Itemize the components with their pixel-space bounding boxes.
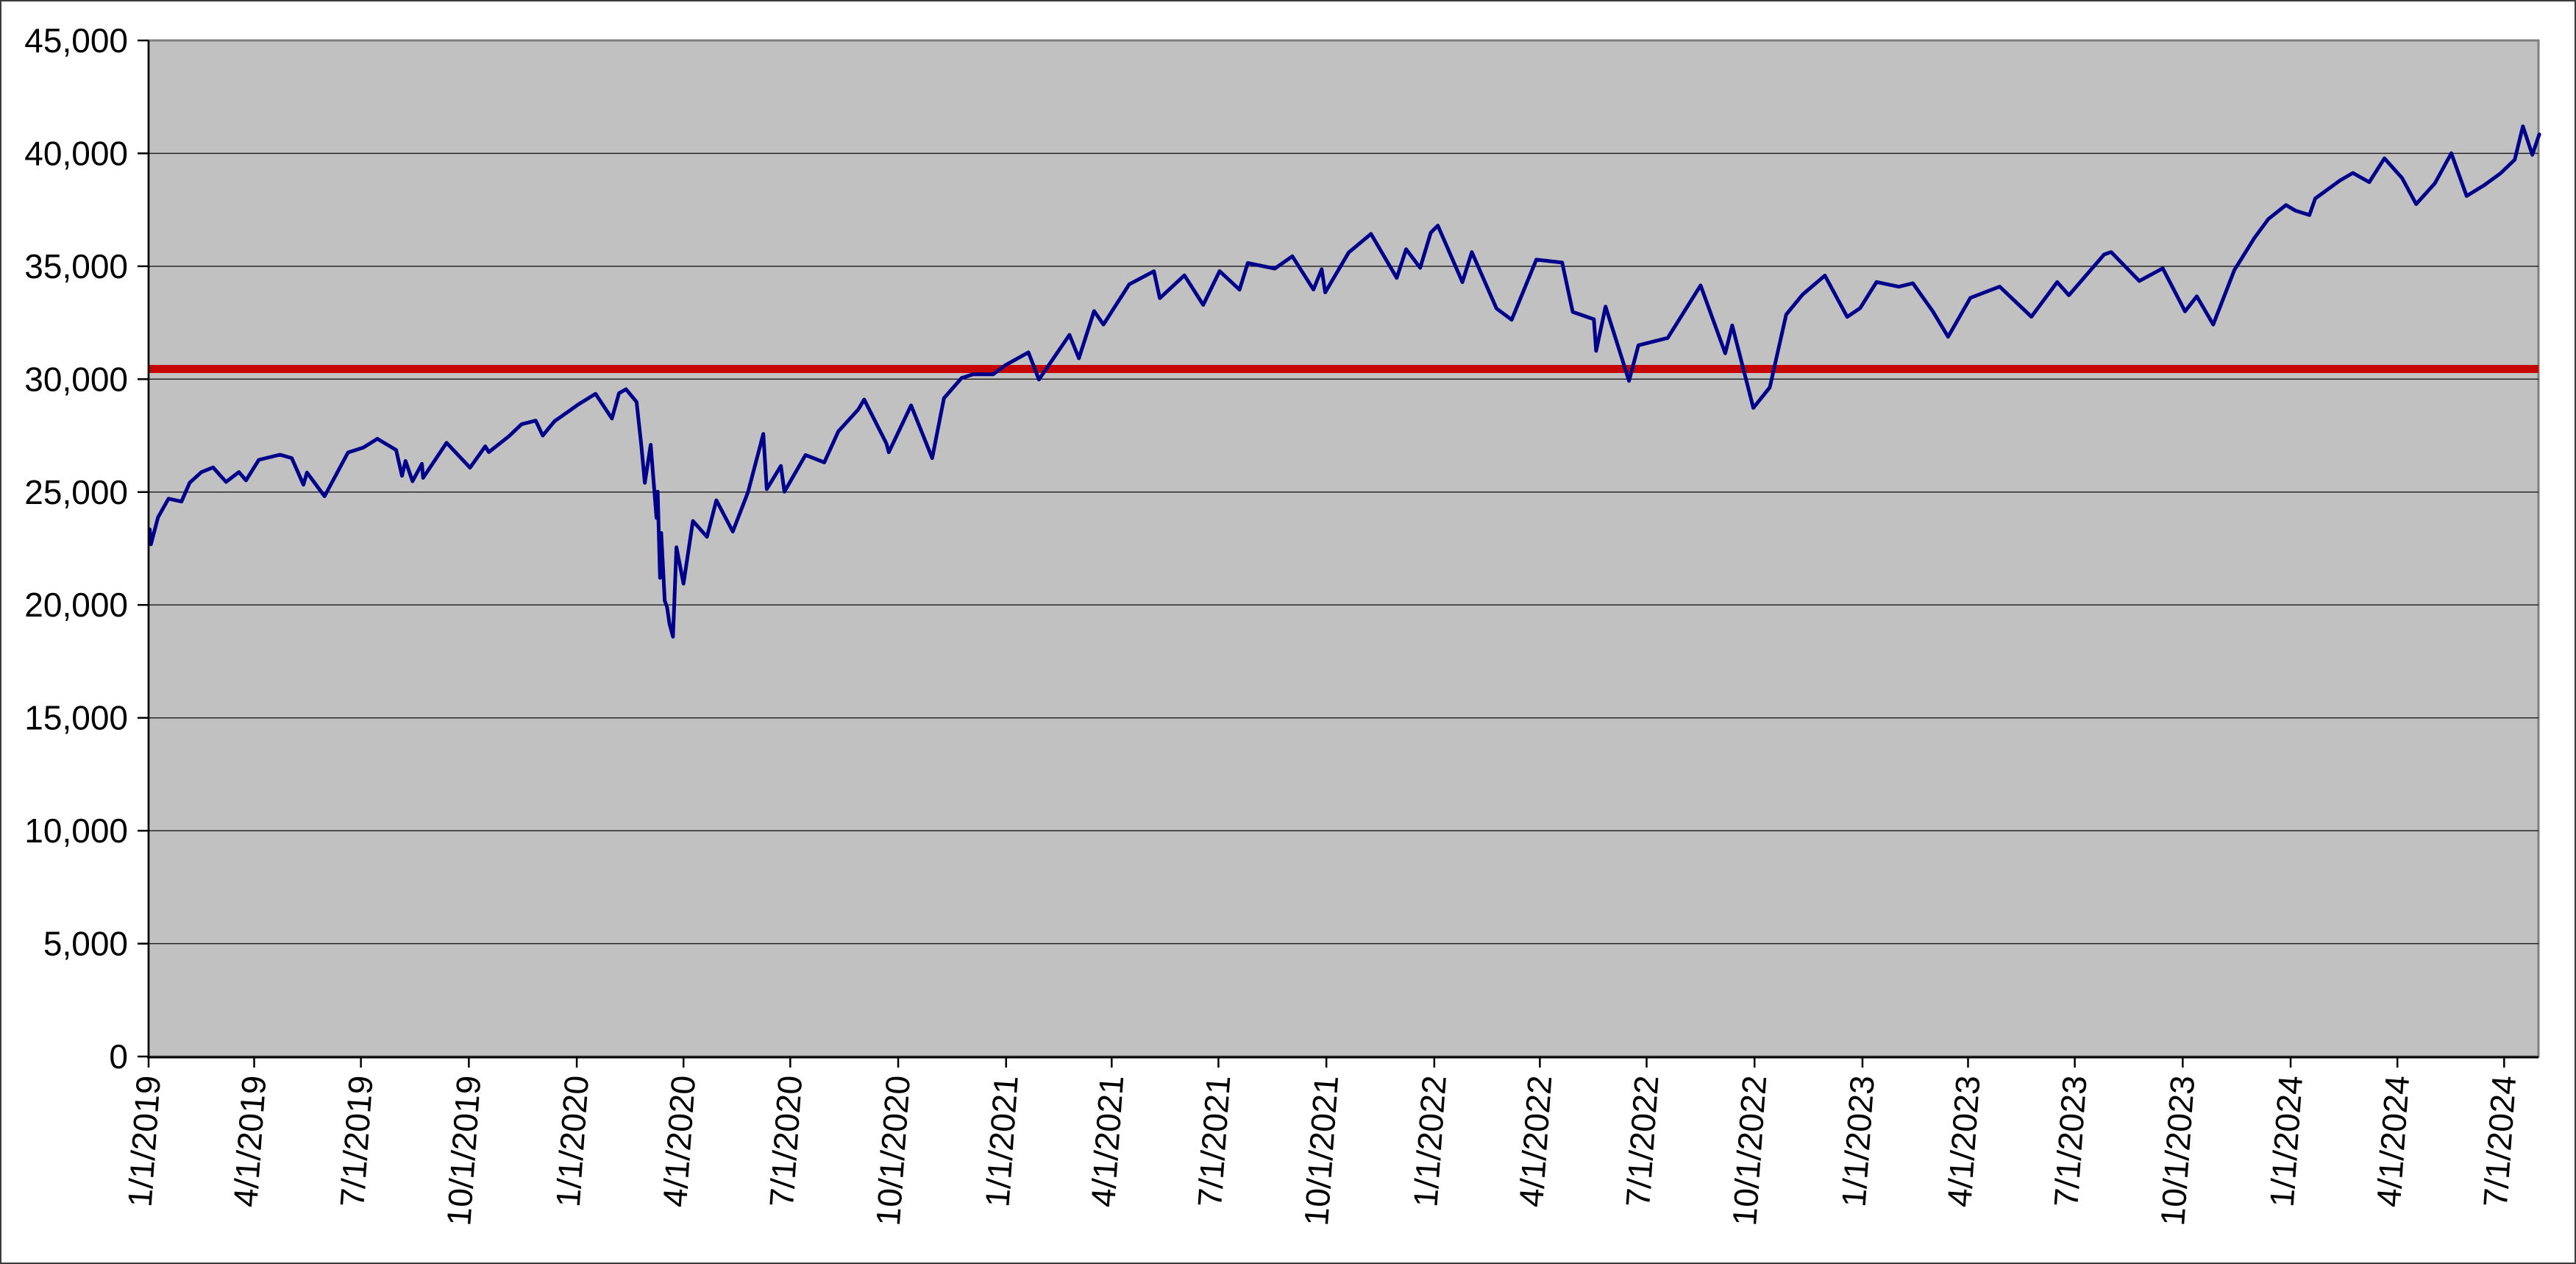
x-tick-label: 1/1/2022 xyxy=(1406,1074,1453,1208)
x-tick-label: 4/1/2023 xyxy=(1940,1074,1987,1208)
x-tick-label: 7/1/2023 xyxy=(2046,1074,2093,1208)
y-tick-label: 5,000 xyxy=(43,925,128,963)
y-tick-label: 45,000 xyxy=(24,21,128,60)
plot-area xyxy=(147,39,2540,1058)
x-tick-label: 1/1/2019 xyxy=(121,1074,168,1208)
series-line xyxy=(148,124,2541,639)
x-tick-label: 10/1/2022 xyxy=(1725,1074,1773,1227)
x-tick-label: 7/1/2019 xyxy=(332,1074,380,1208)
x-tick-label: 7/1/2024 xyxy=(2476,1074,2523,1208)
y-tick-label: 20,000 xyxy=(24,586,128,624)
y-tick-label: 40,000 xyxy=(24,134,128,172)
y-tick-label: 0 xyxy=(109,1037,128,1076)
x-tick-label: 7/1/2021 xyxy=(1190,1074,1237,1208)
y-tick-label: 35,000 xyxy=(24,247,128,285)
x-tick-label: 4/1/2022 xyxy=(1512,1074,1559,1208)
x-tick-label: 1/1/2023 xyxy=(1835,1074,1882,1208)
x-tick-label: 1/1/2021 xyxy=(978,1074,1025,1208)
x-tick-label: 4/1/2019 xyxy=(226,1074,273,1208)
x-tick-label: 1/1/2024 xyxy=(2263,1074,2310,1208)
y-tick-label: 15,000 xyxy=(24,699,128,737)
x-tick-label: 10/1/2023 xyxy=(2153,1074,2202,1227)
x-tick-label: 10/1/2020 xyxy=(869,1074,917,1227)
x-tick-label: 4/1/2020 xyxy=(655,1074,702,1208)
y-tick-label: 10,000 xyxy=(24,812,128,850)
x-tick-label: 10/1/2021 xyxy=(1297,1074,1345,1227)
x-tick-label: 4/1/2024 xyxy=(2369,1074,2416,1208)
y-tick-label: 25,000 xyxy=(24,473,128,511)
x-tick-label: 10/1/2019 xyxy=(439,1074,488,1227)
x-tick-label: 4/1/2021 xyxy=(1084,1074,1131,1208)
y-tick-label: 30,000 xyxy=(24,360,128,398)
x-tick-label: 1/1/2020 xyxy=(549,1074,596,1208)
x-tick-label: 7/1/2022 xyxy=(1618,1074,1665,1208)
x-tick-label: 7/1/2020 xyxy=(762,1074,809,1208)
